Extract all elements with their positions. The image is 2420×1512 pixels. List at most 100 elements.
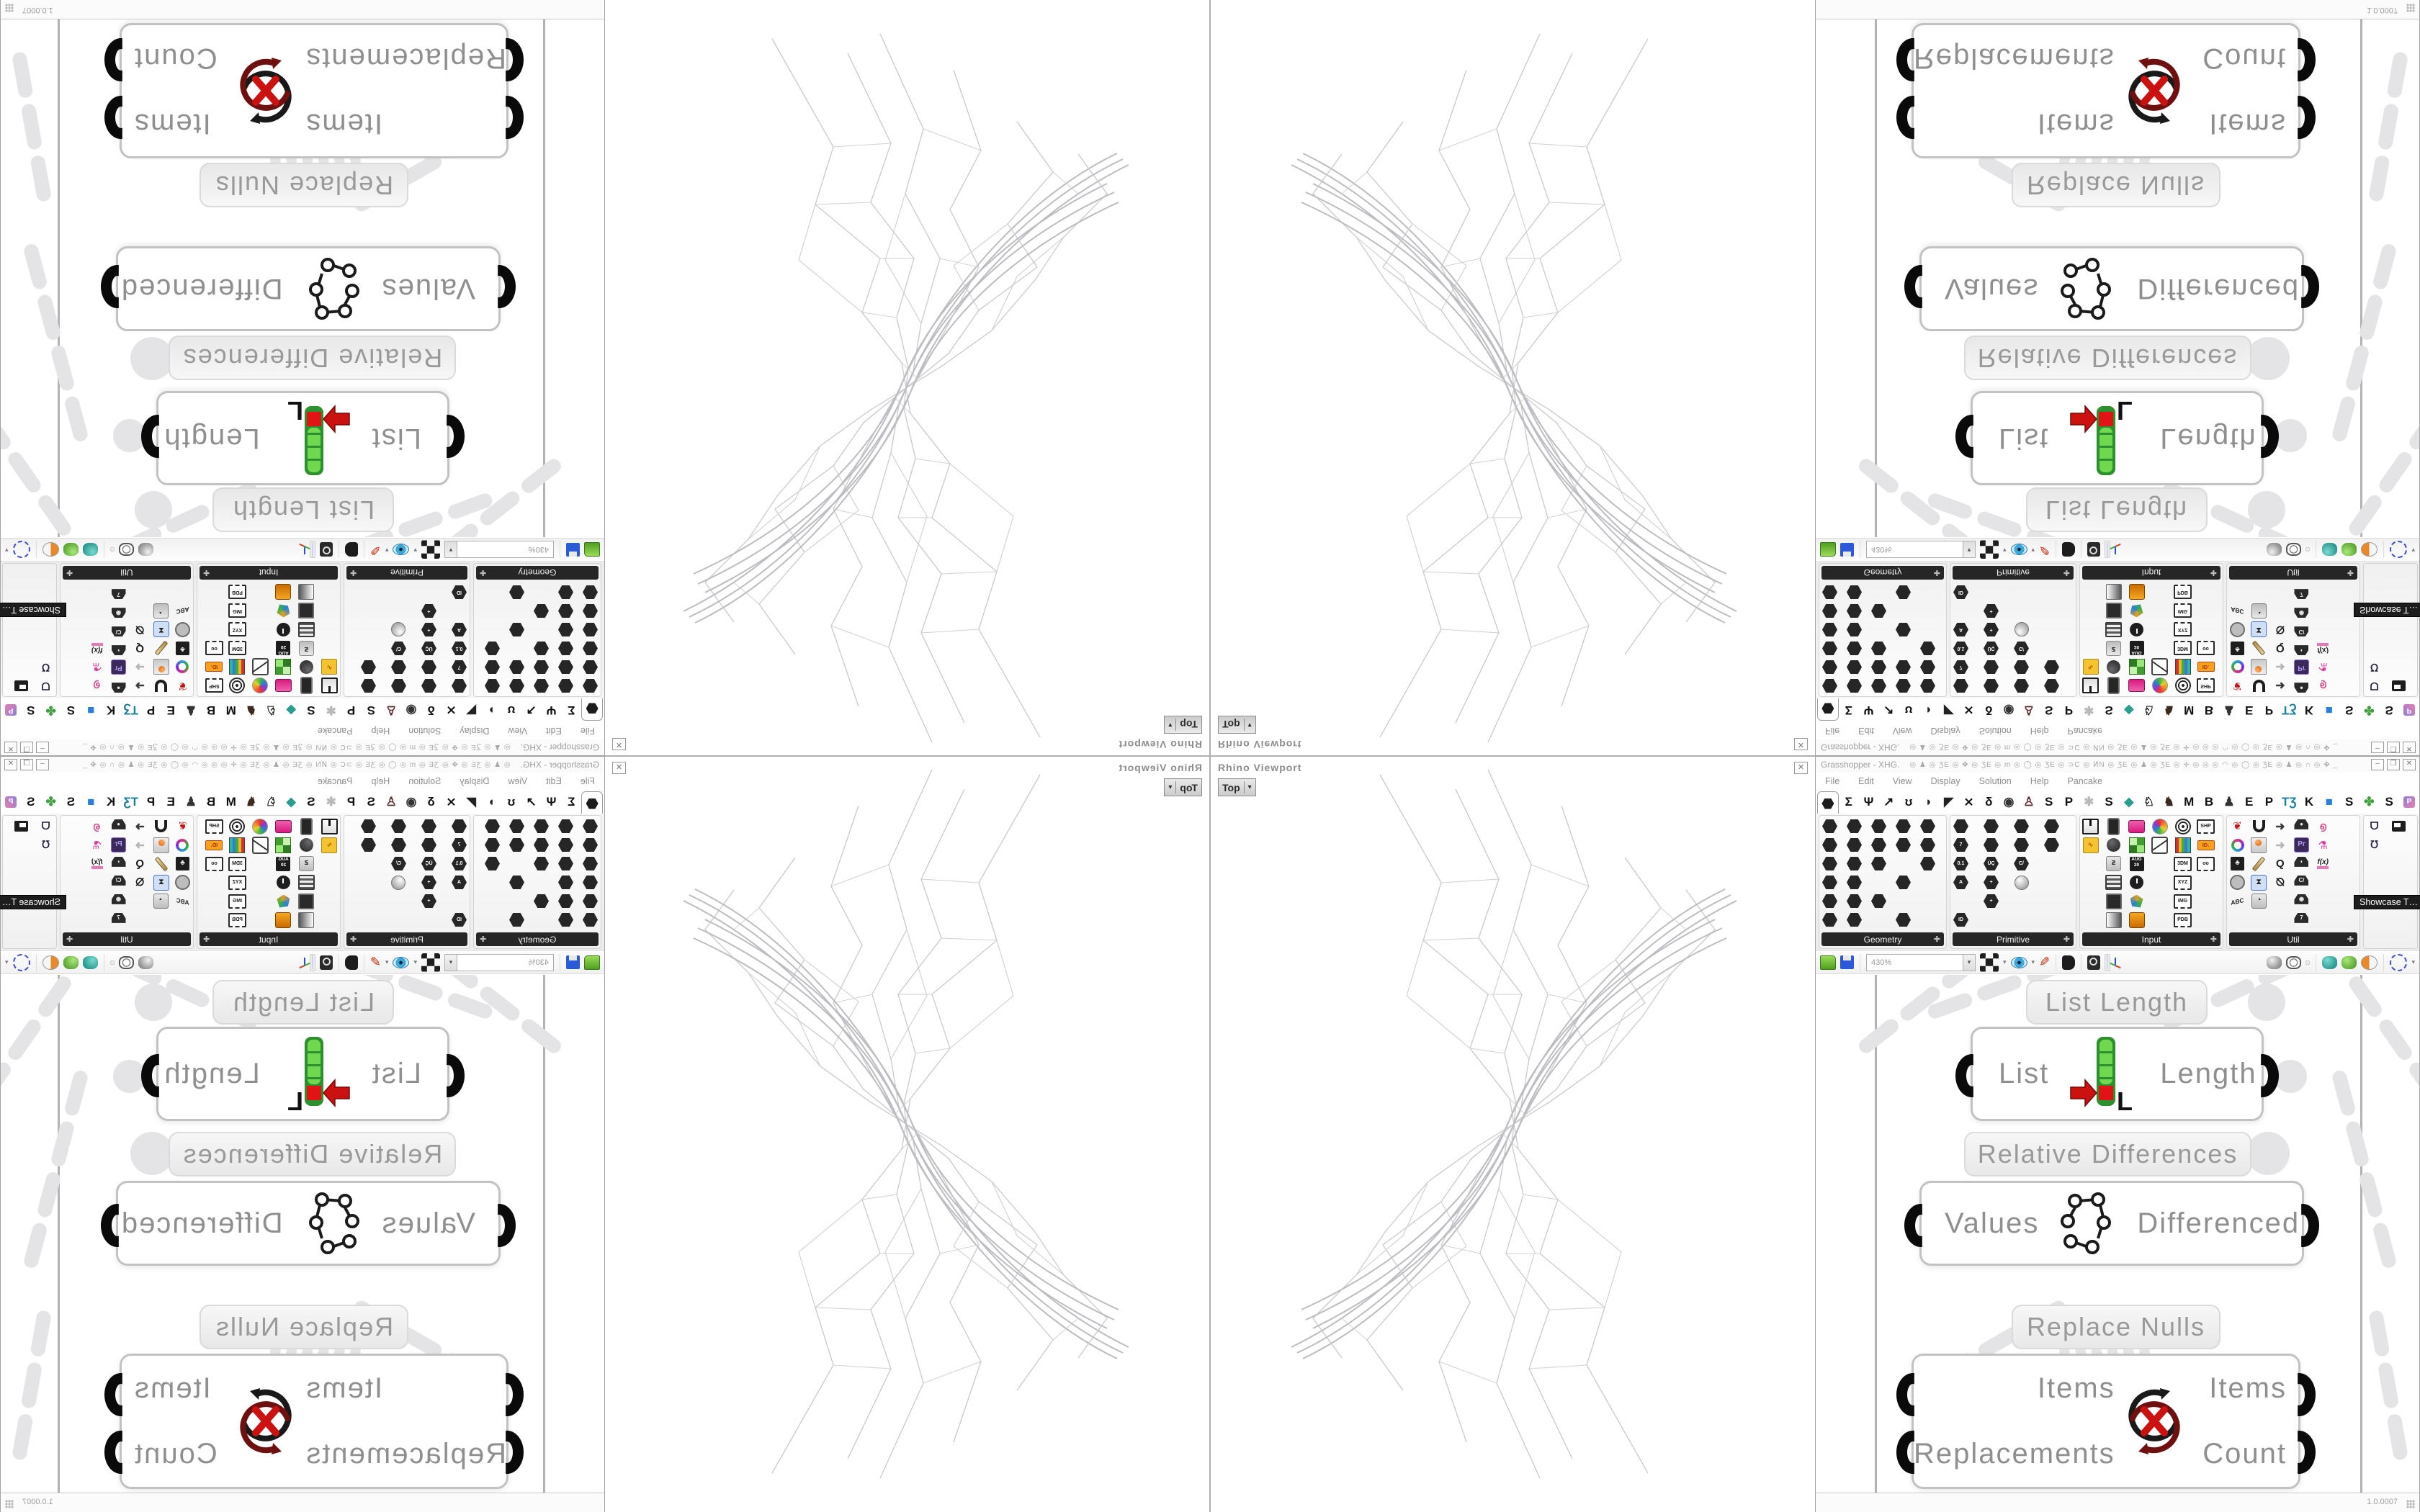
minimize-button[interactable]: – [2371,759,2384,770]
sketch-pen-icon[interactable]: ✎ [369,955,381,969]
component-icon[interactable]: ➜ [2272,837,2288,853]
component-icon[interactable]: + [421,874,437,891]
preview-mode-split-icon[interactable] [42,542,59,557]
component-icon[interactable]: ∿ [321,659,338,675]
param-input-label[interactable]: Values [1945,1207,2040,1239]
category-tab-icon[interactable]: S [60,700,81,721]
input-grip[interactable] [483,1204,516,1247]
group-header-list-length[interactable]: List Length [2026,487,2208,532]
component-icon[interactable] [508,678,525,694]
component-icon[interactable]: C/ [2013,640,2030,657]
component-icon[interactable] [2128,837,2145,853]
component-icon[interactable] [252,658,269,676]
component-icon[interactable] [557,640,574,657]
component-icon[interactable] [2151,818,2168,834]
component-icon[interactable] [2229,621,2246,638]
open-file-icon[interactable] [1820,542,1836,557]
component-icon[interactable] [1895,678,1912,694]
component-icon[interactable]: 0.1 [451,855,467,872]
menu-item-pancake[interactable]: Pancake [317,776,353,786]
component-icon[interactable]: Q [132,640,148,657]
component-icon[interactable] [533,893,550,909]
component-icon[interactable] [1870,659,1887,675]
component-icon[interactable]: ➜ [2272,659,2288,675]
component-icon[interactable]: ÜÇ [1983,855,1999,872]
category-tab-icon[interactable]: ◗ [481,700,501,721]
open-file-icon[interactable] [584,542,600,557]
category-tab-icon[interactable]: ■ [81,791,101,813]
zoom-level-combo[interactable]: 430% ▾ [1866,953,1976,971]
component-icon[interactable]: ● [2293,818,2310,834]
input-grip[interactable] [1955,415,1989,458]
preview-eye-icon[interactable] [393,956,410,968]
component-icon[interactable]: AUG 20 [2128,640,2145,657]
maximize-button[interactable]: ❐ [2387,742,2400,753]
preview-mode-green-icon[interactable] [2341,955,2357,969]
menu-item-file[interactable]: File [1825,776,1840,786]
component-icon[interactable] [1983,659,1999,675]
minimize-button[interactable]: – [36,742,49,753]
preview-mode-green-icon[interactable] [63,543,79,557]
component-icon[interactable] [2151,678,2168,694]
group-header-list-length[interactable]: List Length [212,980,394,1025]
component-icon[interactable] [1846,837,1863,853]
param-input-label[interactable]: Items [305,108,383,140]
category-tab-icon[interactable]: S [2339,700,2360,721]
component-icon[interactable]: ID. [205,659,223,675]
output-grip[interactable] [2282,96,2316,139]
component-icon[interactable] [557,603,574,619]
component-icon[interactable]: ÜÇ [421,855,437,872]
component-icon[interactable] [2082,678,2099,694]
param-output-label[interactable]: Length [163,423,260,454]
component-icon[interactable]: + [421,603,437,619]
component-icon[interactable] [2082,818,2099,834]
preview-shaded-selected[interactable] [2305,547,2311,552]
component-icon[interactable]: ♣ [174,640,191,657]
component-icon[interactable]: f(x) [89,640,105,657]
category-tab-icon[interactable]: ♟ [181,791,201,813]
category-tab-icon[interactable]: Σ [1839,791,1859,813]
param-input-label[interactable]: Values [380,1207,475,1239]
component-icon[interactable] [451,818,467,834]
component-icon[interactable] [298,874,315,891]
component-icon[interactable] [1846,818,1863,834]
component-icon[interactable] [298,893,315,909]
component-icon[interactable]: ◗ [110,640,127,657]
input-grip[interactable] [490,38,524,81]
component-icon[interactable] [275,818,292,834]
component-icon[interactable] [1821,818,1838,834]
minimize-button[interactable]: – [2371,742,2384,753]
component-icon[interactable] [508,837,525,853]
component-icon[interactable]: C/ [2293,621,2310,638]
component-icon[interactable] [508,659,525,675]
viewport-view-button[interactable]: Top ▾ [1218,778,1256,796]
component-icon[interactable] [298,837,315,853]
component-icon[interactable]: ⦰ [2272,621,2288,638]
component-icon[interactable]: AUG 20 [275,640,292,657]
component-icon[interactable]: ABC [2229,893,2246,909]
group-dropdown-bar[interactable]: Primitive ✚ [1953,932,2074,946]
component-icon[interactable] [2105,584,2122,600]
category-tab-icon[interactable]: Ψ [542,791,562,813]
component-icon[interactable] [2251,678,2267,694]
axes-widget-toggle[interactable] [309,541,315,559]
component-icon[interactable] [582,621,599,638]
component-icon[interactable]: SHP [2197,818,2215,834]
component-icon[interactable]: oo [2197,640,2215,657]
param-input-label[interactable]: Items [305,1372,383,1404]
close-button[interactable]: ✕ [4,742,17,753]
component-icon[interactable] [360,818,377,834]
component-icon[interactable] [275,584,292,600]
menu-item-view[interactable]: View [1892,776,1912,786]
component-icon[interactable] [298,659,315,675]
category-tab-icon[interactable]: B [2199,700,2219,721]
menu-item-display[interactable]: Display [1930,726,1960,736]
menu-item-edit[interactable]: Edit [546,726,562,736]
component-icon[interactable] [360,659,377,675]
save-file-icon[interactable] [1840,543,1854,557]
category-tab-icon[interactable]: ♙ [2019,791,2039,813]
preview-mode-teal-icon[interactable] [2322,955,2338,969]
component-icon[interactable] [229,818,246,834]
resize-grip[interactable] [5,4,14,12]
component-icon[interactable] [582,603,599,619]
